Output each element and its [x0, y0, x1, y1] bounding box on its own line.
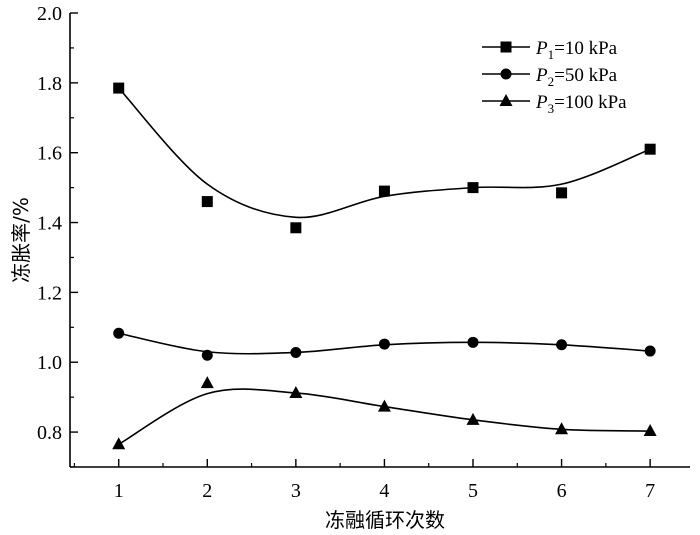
data-point [556, 339, 568, 351]
x-tick-label: 5 [468, 480, 478, 502]
legend-marker [500, 41, 512, 53]
data-point [201, 196, 213, 208]
y-tick-label: 1.0 [37, 352, 62, 374]
data-point [466, 412, 480, 425]
y-tick-label: 2.0 [37, 3, 62, 25]
y-tick-label: 0.8 [37, 422, 62, 444]
legend-label: P2=50 kPa [535, 65, 618, 89]
series-3-curve [118, 388, 651, 445]
legend: P1=10 kPa P2=50 kPa P3=100 kPa [482, 38, 627, 116]
data-point [200, 376, 214, 389]
data-point [643, 424, 657, 437]
x-tick-label: 2 [202, 480, 212, 502]
data-point [644, 345, 656, 357]
x-tick-label: 3 [291, 480, 301, 502]
y-axis-title: 冻胀率/% [9, 197, 33, 283]
data-point [113, 82, 125, 94]
x-tick-label: 7 [645, 480, 655, 502]
series-3 [112, 376, 657, 450]
y-tick-label: 1.4 [37, 213, 62, 235]
x-tick-label: 4 [379, 480, 389, 502]
data-point [467, 336, 479, 348]
series-layer [112, 82, 657, 450]
legend-marker [499, 94, 513, 106]
data-point [201, 349, 213, 361]
data-point [644, 143, 656, 155]
x-tick-label: 1 [114, 480, 124, 502]
y-tick-label: 1.6 [37, 143, 62, 165]
legend-item-2: P2=50 kPa [482, 65, 618, 89]
data-point [290, 346, 302, 358]
data-point [377, 399, 391, 412]
data-point [378, 338, 390, 350]
data-point [556, 187, 568, 199]
series-2 [113, 327, 656, 361]
x-tick-label: 6 [557, 480, 567, 502]
legend-marker [500, 68, 512, 80]
data-point [290, 222, 302, 234]
legend-item-3: P3=100 kPa [482, 92, 627, 116]
legend-label: P3=100 kPa [535, 92, 627, 116]
legend-item-1: P1=10 kPa [482, 38, 618, 62]
x-axis-title: 冻融循环次数 [325, 508, 445, 532]
data-point [378, 185, 390, 197]
y-tick-label: 1.2 [37, 282, 62, 304]
data-point [113, 327, 125, 339]
y-tick-label: 1.8 [37, 73, 62, 95]
axes: 0.8 1.0 1.2 1.4 1.6 1.8 2.0 1 2 3 4 5 6 7 [37, 3, 690, 502]
series-1 [113, 82, 656, 234]
data-point [467, 182, 479, 194]
data-point [555, 422, 569, 435]
data-point [289, 385, 303, 398]
data-point [112, 437, 126, 450]
legend-label: P1=10 kPa [535, 38, 618, 62]
